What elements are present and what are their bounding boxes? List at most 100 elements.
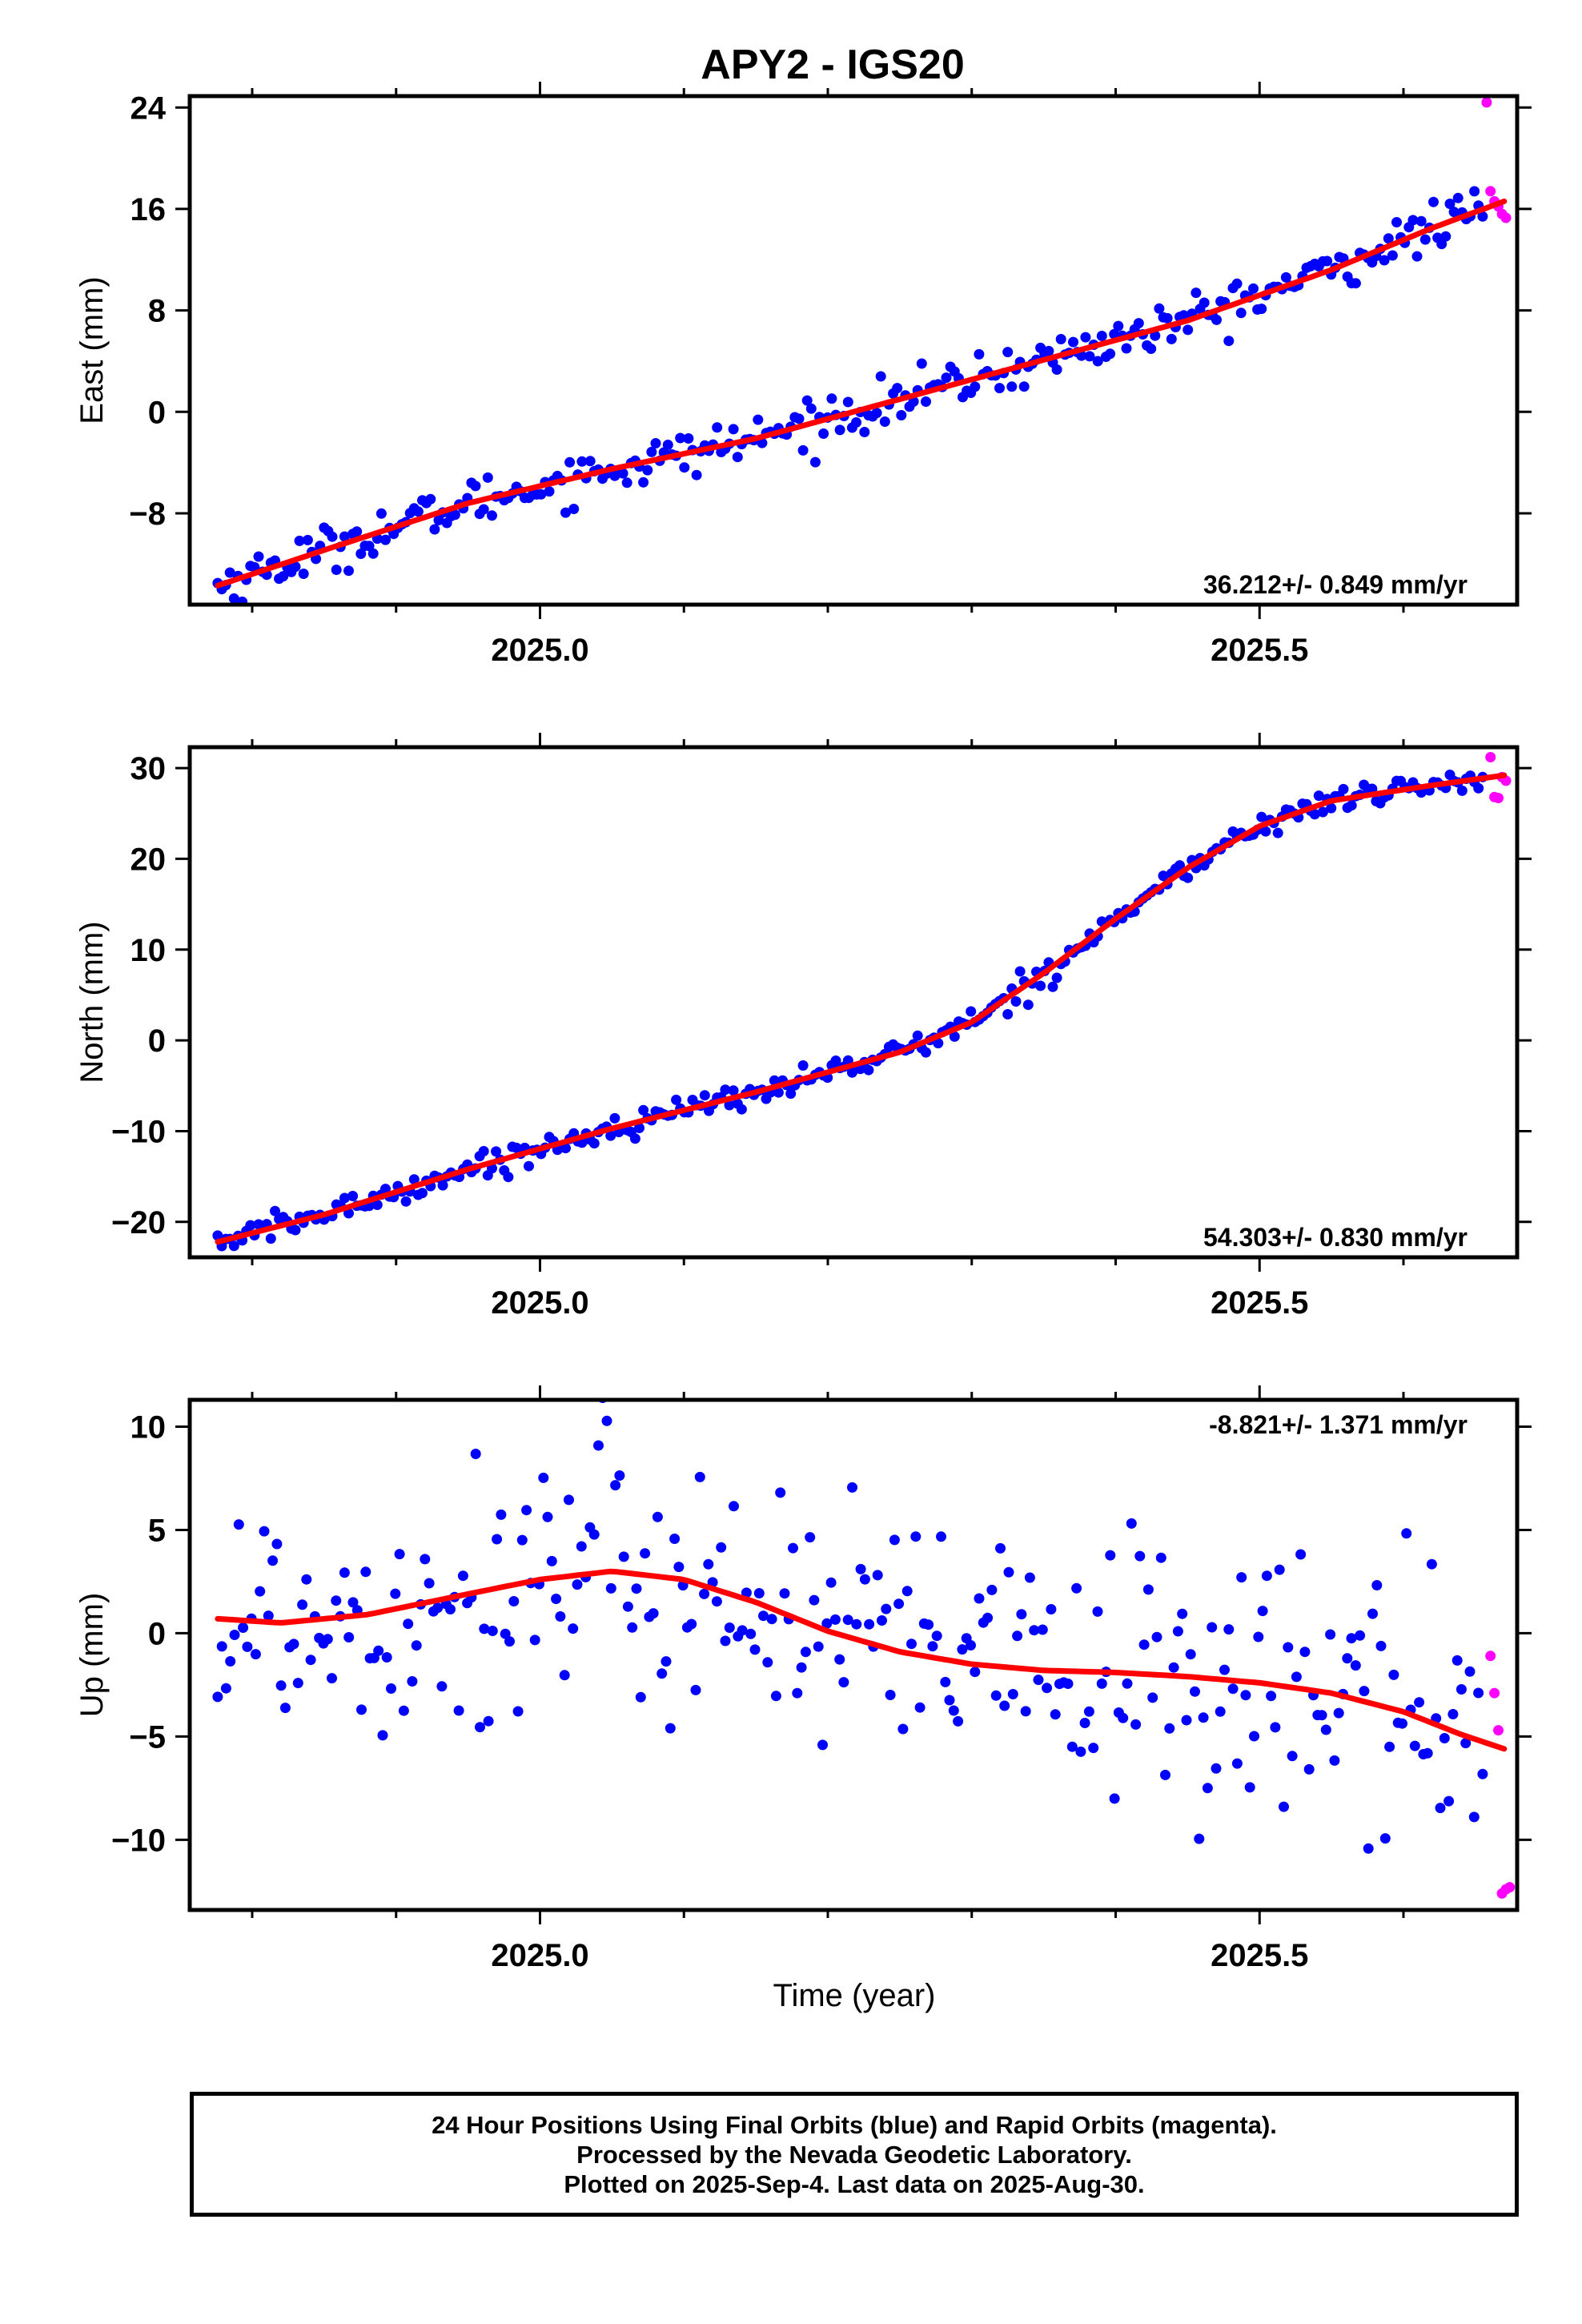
final-orbit-point bbox=[1138, 1639, 1150, 1651]
final-orbit-point bbox=[826, 393, 837, 404]
final-orbit-point bbox=[475, 1722, 485, 1733]
final-orbit-point bbox=[1084, 351, 1095, 362]
final-orbit-point bbox=[931, 1630, 942, 1642]
x-tick-label: 2025.5 bbox=[1211, 633, 1308, 668]
final-orbit-point bbox=[634, 1123, 644, 1133]
final-orbit-point bbox=[355, 549, 367, 559]
final-orbit-point bbox=[1012, 1630, 1023, 1642]
y-axis-label-up: Up (mm) bbox=[74, 1593, 110, 1718]
final-orbit-point bbox=[1051, 972, 1062, 983]
final-orbit-point bbox=[769, 1075, 780, 1086]
final-orbit-point bbox=[1359, 1686, 1370, 1697]
final-orbit-point bbox=[1320, 1724, 1331, 1735]
final-orbit-point bbox=[572, 1579, 583, 1590]
final-orbit-point bbox=[390, 1588, 401, 1599]
final-orbit-point bbox=[445, 1604, 456, 1614]
final-orbit-point bbox=[885, 1690, 896, 1700]
final-orbit-point bbox=[1317, 806, 1328, 818]
final-orbit-point bbox=[864, 1618, 875, 1630]
final-orbit-point bbox=[927, 1641, 938, 1652]
chart-title: APY2 - IGS20 bbox=[701, 42, 964, 88]
final-orbit-point bbox=[411, 1640, 422, 1651]
final-orbit-point bbox=[298, 569, 309, 579]
final-orbit-point bbox=[1338, 783, 1349, 794]
final-orbit-point bbox=[793, 413, 805, 424]
final-orbit-point bbox=[371, 1200, 383, 1210]
final-orbit-point bbox=[1083, 1706, 1094, 1717]
panels: −8 0 8 16 24 2025.0 2025.5 East (mm) 36.212+/- 0… bbox=[74, 82, 1532, 1973]
final-orbit-point bbox=[555, 1611, 566, 1622]
final-orbit-point bbox=[237, 596, 248, 605]
final-orbit-point bbox=[1130, 1719, 1142, 1730]
final-orbit-point bbox=[327, 1673, 337, 1684]
final-orbit-point bbox=[1326, 802, 1337, 814]
final-orbit-point bbox=[825, 1577, 837, 1588]
final-orbit-point bbox=[1235, 308, 1247, 319]
final-orbit-point bbox=[238, 1622, 249, 1633]
final-orbit-point bbox=[559, 1670, 570, 1681]
final-orbit-point bbox=[638, 1104, 649, 1116]
final-orbit-point bbox=[1035, 980, 1046, 991]
final-orbit-point bbox=[1113, 320, 1124, 332]
final-orbit-point bbox=[679, 462, 690, 473]
final-orbit-point bbox=[788, 1542, 798, 1554]
final-orbit-point bbox=[638, 476, 649, 488]
y-axis-label-east: East (mm) bbox=[74, 276, 110, 424]
y-tick-label: 8 bbox=[148, 294, 166, 329]
final-orbit-point bbox=[1162, 312, 1173, 324]
final-orbit-point bbox=[690, 1684, 701, 1695]
final-orbit-point bbox=[546, 1555, 557, 1566]
final-orbit-point bbox=[1469, 186, 1480, 197]
rapid-orbit-point bbox=[1489, 1687, 1500, 1699]
final-orbit-point bbox=[412, 506, 424, 517]
final-orbit-point bbox=[851, 417, 861, 428]
final-orbit-point bbox=[1439, 1733, 1450, 1743]
final-orbit-point bbox=[588, 1529, 600, 1540]
final-orbit-point bbox=[749, 1644, 761, 1655]
final-orbit-point bbox=[729, 1501, 739, 1512]
final-orbit-point bbox=[1456, 1684, 1467, 1695]
final-orbit-point bbox=[779, 1588, 790, 1599]
final-orbit-point bbox=[1010, 996, 1022, 1007]
final-orbit-point bbox=[1003, 1566, 1014, 1578]
final-orbit-point bbox=[683, 433, 694, 444]
final-orbit-point bbox=[1419, 234, 1431, 245]
final-orbit-point bbox=[821, 1618, 833, 1629]
final-orbit-point bbox=[728, 424, 739, 435]
final-orbit-point bbox=[1199, 297, 1210, 308]
footer-line-2: Processed by the Nevada Geodetic Laborat… bbox=[576, 2141, 1132, 2169]
final-orbit-point bbox=[512, 1706, 524, 1717]
final-orbit-point bbox=[914, 1702, 926, 1713]
final-orbit-point bbox=[1158, 870, 1169, 882]
final-orbit-point bbox=[953, 1715, 964, 1727]
final-orbit-point bbox=[720, 1084, 731, 1096]
final-orbit-point bbox=[1105, 348, 1116, 360]
final-orbit-point bbox=[966, 1006, 977, 1017]
final-orbit-point bbox=[242, 1641, 253, 1652]
final-orbit-point bbox=[478, 1146, 489, 1156]
final-orbit-point bbox=[1231, 1758, 1243, 1769]
final-orbit-point bbox=[1155, 1552, 1166, 1563]
final-orbit-point bbox=[564, 1494, 574, 1506]
final-orbit-point bbox=[990, 1690, 1002, 1701]
final-orbit-point bbox=[347, 1597, 359, 1608]
final-orbit-point bbox=[809, 1594, 820, 1606]
final-orbit-point bbox=[720, 1635, 731, 1647]
final-orbit-point bbox=[1043, 345, 1054, 356]
final-orbit-point bbox=[1295, 1549, 1307, 1560]
final-orbit-point bbox=[1322, 255, 1333, 267]
final-orbit-point bbox=[1047, 981, 1058, 992]
rate-label-north: 54.303+/- 0.830 mm/yr bbox=[1203, 1223, 1468, 1252]
final-orbit-point bbox=[403, 1618, 414, 1630]
final-orbit-point bbox=[1279, 1801, 1289, 1812]
final-orbit-point bbox=[432, 1602, 444, 1614]
final-orbit-point bbox=[1452, 1655, 1463, 1666]
final-orbit-point bbox=[877, 1615, 887, 1626]
final-orbit-point bbox=[564, 456, 576, 468]
final-orbit-point bbox=[753, 1588, 765, 1598]
final-orbit-point bbox=[504, 1636, 515, 1647]
final-orbit-point bbox=[1260, 826, 1271, 837]
final-orbit-point bbox=[1207, 1622, 1218, 1633]
final-orbit-point bbox=[425, 493, 436, 505]
final-orbit-point bbox=[1231, 278, 1243, 289]
